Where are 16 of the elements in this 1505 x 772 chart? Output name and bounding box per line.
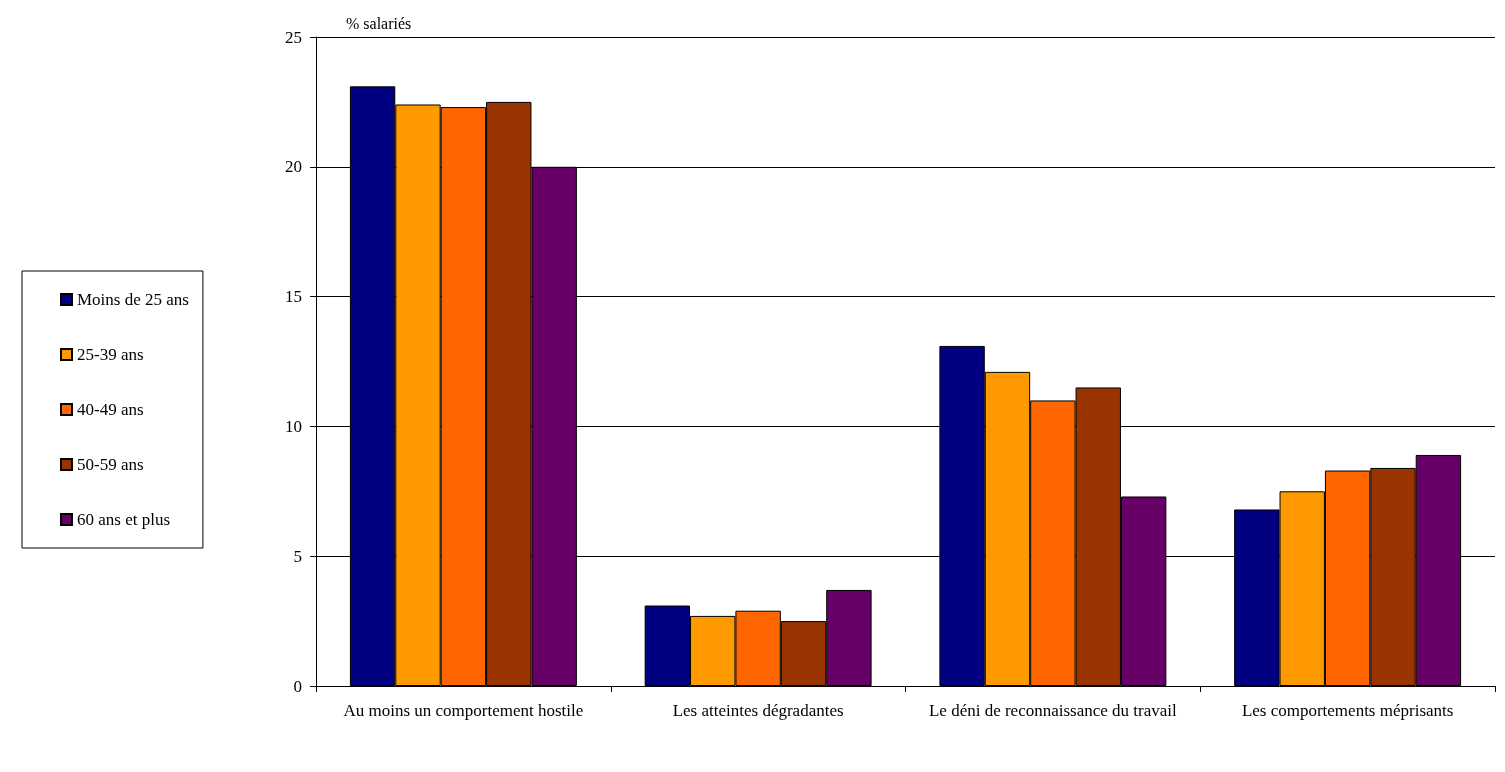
y-tick-label: 5: [293, 546, 302, 566]
y-tick-label: 15: [285, 287, 302, 307]
y-axis-title: % salariés: [346, 14, 412, 32]
legend-label: 25-39 ans: [77, 345, 144, 364]
y-tick-label: 25: [285, 27, 302, 47]
legend-label: 60 ans et plus: [77, 510, 171, 529]
x-tick-label: Les comportements méprisants: [1241, 700, 1454, 720]
x-tick-label: Le déni de reconnaissance du travail: [928, 700, 1178, 720]
legend-label: 40-49 ans: [77, 400, 144, 419]
legend-label: Moins de 25 ans: [77, 290, 189, 309]
y-tick-label: 10: [285, 416, 302, 436]
x-tick-label: Au moins un comportement hostile: [343, 700, 584, 720]
legend-label: 50-59 ans: [77, 455, 144, 474]
y-tick-label: 0: [293, 676, 302, 696]
y-tick-label: 20: [285, 157, 302, 177]
x-tick-label: Les atteintes dégradantes: [672, 700, 844, 720]
